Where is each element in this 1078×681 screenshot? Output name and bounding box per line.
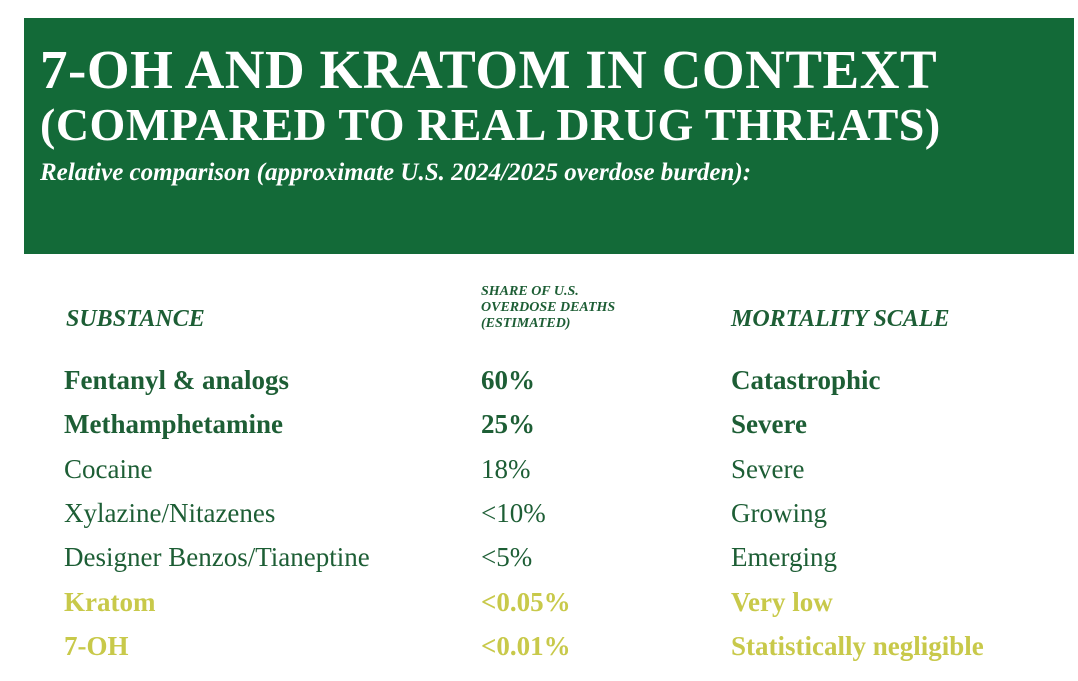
cell-share: <5%	[481, 542, 533, 572]
cell-substance: Xylazine/Nitazenes	[64, 498, 276, 528]
column-header-mortality: MORTALITY SCALE	[731, 306, 950, 332]
cell-mortality: Very low	[731, 587, 833, 617]
title-line-1: 7-OH AND KRATOM IN CONTEXT	[40, 39, 938, 100]
cell-mortality: Catastrophic	[731, 365, 881, 395]
cell-substance: Cocaine	[64, 454, 153, 484]
subtitle: Relative comparison (approximate U.S. 20…	[40, 159, 752, 186]
cell-share: 18%	[481, 454, 531, 484]
cell-substance: Methamphetamine	[64, 409, 283, 439]
title-line-2: (COMPARED TO REAL DRUG THREATS)	[40, 99, 941, 150]
title-banner	[24, 18, 1074, 254]
column-header-substance: SUBSTANCE	[66, 306, 205, 332]
cell-mortality: Severe	[731, 454, 805, 484]
column-header-share-line-1: SHARE OF U.S.	[481, 284, 579, 299]
cell-mortality: Emerging	[731, 542, 837, 572]
cell-substance: Fentanyl & analogs	[64, 365, 290, 395]
cell-mortality: Statistically negligible	[731, 631, 984, 661]
column-header-share-line-3: (ESTIMATED)	[481, 316, 571, 331]
column-header-share: SHARE OF U.S. OVERDOSE DEATHS (ESTIMATED…	[481, 284, 681, 332]
cell-share: <10%	[481, 498, 546, 528]
cell-share: 25%	[481, 409, 535, 439]
cell-substance: 7-OH	[64, 631, 129, 661]
cell-share: <0.05%	[481, 587, 571, 617]
cell-share: <0.01%	[481, 631, 571, 661]
column-header-share-line-2: OVERDOSE DEATHS	[481, 300, 616, 315]
cell-substance: Kratom	[64, 587, 156, 617]
cell-share: 60%	[481, 365, 535, 395]
cell-mortality: Severe	[731, 409, 807, 439]
cell-mortality: Growing	[731, 498, 827, 528]
cell-substance: Designer Benzos/Tianeptine	[64, 542, 370, 572]
